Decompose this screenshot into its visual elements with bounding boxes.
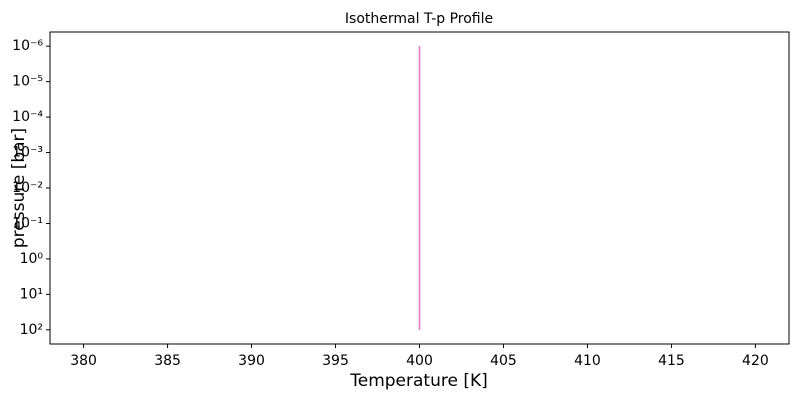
- x-tick-label: 420: [742, 353, 769, 369]
- y-tick-label: 10⁻⁶: [12, 38, 43, 54]
- x-tick-label: 385: [154, 353, 181, 369]
- y-tick-label: 10⁻⁴: [12, 109, 43, 125]
- y-tick-label: 10⁻²: [12, 180, 43, 196]
- x-tick-label: 400: [406, 353, 433, 369]
- x-tick-label: 410: [574, 353, 601, 369]
- y-tick-label: 10¹: [20, 286, 43, 302]
- x-tick-label: 405: [490, 353, 517, 369]
- y-tick-label: 10²: [20, 322, 43, 338]
- plot-frame: [49, 31, 790, 345]
- x-axis-label: Temperature [K]: [349, 371, 488, 391]
- x-tick-label: 380: [70, 353, 97, 369]
- x-tick-label: 395: [322, 353, 349, 369]
- chart-title: Isothermal T-p Profile: [345, 11, 493, 27]
- y-tick-label: 10⁻³: [12, 145, 43, 161]
- y-tick-label: 10⁻⁵: [12, 74, 43, 90]
- y-tick-label: 10⁰: [20, 251, 44, 267]
- y-tick-label: 10⁻¹: [12, 215, 43, 231]
- x-tick-label: 415: [658, 353, 685, 369]
- y-axis-label: pressure [bar]: [9, 128, 29, 248]
- x-tick-label: 390: [238, 353, 265, 369]
